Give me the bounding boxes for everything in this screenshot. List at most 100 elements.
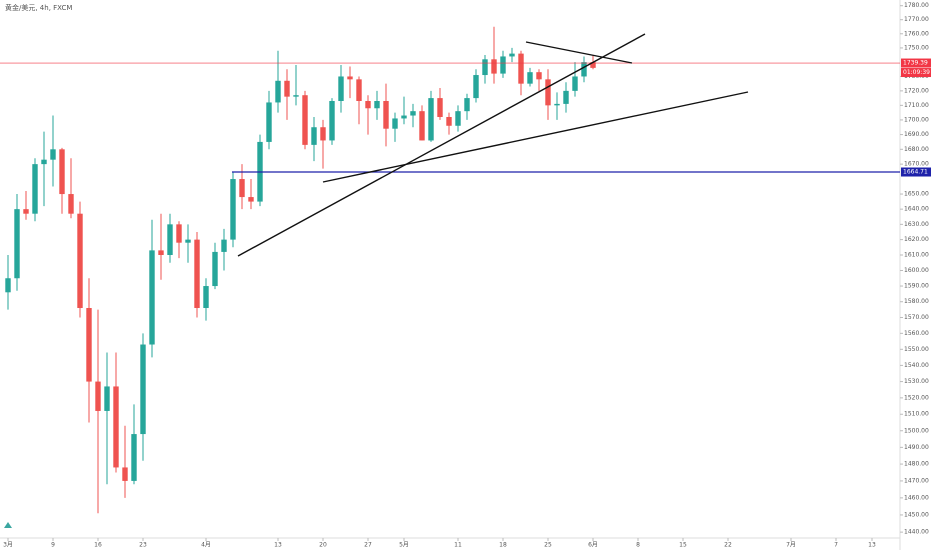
x-tick-label: 7 — [834, 542, 838, 549]
price-label-box — [901, 167, 931, 177]
y-tick-label: 1590.00 — [904, 283, 929, 290]
y-tick-label: 1760.00 — [904, 30, 929, 37]
y-tick-label: 1600.00 — [904, 267, 929, 274]
candle-body — [419, 111, 425, 141]
candle-body — [428, 98, 434, 141]
chart-title: 黄金/美元, 4h, FXCM — [5, 3, 72, 12]
candle-body — [446, 116, 452, 126]
y-tick-label: 1520.00 — [904, 394, 929, 401]
candle-body — [230, 179, 236, 240]
candle-body — [392, 118, 398, 129]
candle-body — [23, 209, 29, 214]
candle-body — [212, 251, 218, 287]
candle-body — [149, 250, 155, 345]
y-tick-label: 1620.00 — [904, 236, 929, 243]
trend-line[interactable] — [237, 33, 646, 257]
y-tick-label: 1720.00 — [904, 87, 929, 94]
candle-body — [329, 100, 335, 141]
candle-body — [554, 103, 560, 106]
countdown-box — [901, 68, 931, 78]
y-tick-label: 1770.00 — [904, 16, 929, 23]
x-tick-label: 11 — [454, 542, 462, 549]
y-tick-label: 1650.00 — [904, 191, 929, 198]
candle-body — [59, 149, 65, 195]
candle-body — [68, 194, 74, 214]
trend-line[interactable] — [525, 41, 633, 64]
candle-body — [563, 90, 569, 104]
x-tick-label: 4月 — [201, 542, 211, 549]
candle-body — [320, 127, 326, 141]
candle-body — [113, 386, 119, 468]
y-tick-label: 1710.00 — [904, 102, 929, 109]
candle-body — [383, 100, 389, 129]
candle-body — [356, 79, 362, 101]
y-tick-label: 1550.00 — [904, 346, 929, 353]
x-tick-label: 5月 — [399, 542, 409, 549]
candle-body — [248, 197, 254, 202]
candle-body — [311, 127, 317, 145]
candle-body — [338, 76, 344, 101]
x-tick-label: 20 — [319, 542, 327, 549]
x-tick-label: 22 — [724, 542, 732, 549]
candle-body — [203, 286, 209, 309]
candle-body — [536, 72, 542, 80]
candle-body — [293, 95, 299, 97]
x-tick-label: 15 — [679, 542, 687, 549]
candle-body — [527, 72, 533, 84]
candle-body — [41, 159, 47, 165]
trend-line[interactable] — [322, 91, 749, 183]
y-tick-label: 1690.00 — [904, 131, 929, 138]
y-tick-label: 1700.00 — [904, 116, 929, 123]
candle-body — [545, 79, 551, 106]
candle-body — [122, 467, 128, 481]
x-tick-label: 18 — [499, 542, 507, 549]
x-tick-label: 25 — [544, 542, 552, 549]
x-tick-label: 16 — [94, 542, 102, 549]
candle-body — [140, 344, 146, 435]
y-tick-label: 1480.00 — [904, 461, 929, 468]
candle-body — [158, 250, 164, 255]
price-label: 1739.39 — [903, 60, 928, 67]
y-tick-label: 1450.00 — [904, 511, 929, 518]
candle-body — [455, 111, 461, 126]
candle-body — [5, 278, 11, 293]
candle-body — [482, 59, 488, 76]
x-tick-label: 23 — [139, 542, 147, 549]
logo-icon — [4, 522, 12, 528]
candle-body — [266, 102, 272, 142]
y-tick-label: 1510.00 — [904, 411, 929, 418]
candle-body — [176, 224, 182, 243]
y-tick-label: 1680.00 — [904, 146, 929, 153]
candle-body — [185, 239, 191, 243]
candle-body — [437, 98, 443, 117]
candle-body — [239, 179, 245, 198]
x-tick-label: 27 — [364, 542, 372, 549]
candle-body — [500, 56, 506, 74]
y-tick-label: 1460.00 — [904, 494, 929, 501]
x-tick-label: 13 — [274, 542, 282, 549]
countdown-label: 01:09:39 — [903, 69, 930, 76]
candle-body — [104, 386, 110, 411]
candle-body — [473, 75, 479, 99]
logo — [4, 522, 12, 528]
candle-body — [77, 213, 83, 309]
y-tick-label: 1570.00 — [904, 314, 929, 321]
candle-body — [572, 76, 578, 91]
candle-body — [50, 149, 56, 160]
candle-body — [374, 100, 380, 109]
candle-body — [131, 434, 137, 481]
candle-body — [491, 59, 497, 74]
x-tick-label: 7月 — [786, 542, 796, 549]
y-tick-label: 1630.00 — [904, 221, 929, 228]
candle-body — [581, 62, 587, 77]
y-tick-label: 1580.00 — [904, 298, 929, 305]
candle-body — [167, 224, 173, 255]
y-tick-label: 1670.00 — [904, 161, 929, 168]
y-tick-label: 1470.00 — [904, 477, 929, 484]
x-tick-label: 6月 — [588, 542, 598, 549]
y-tick-label: 1780.00 — [904, 2, 929, 9]
plot — [0, 26, 900, 514]
y-tick-label: 1540.00 — [904, 362, 929, 369]
